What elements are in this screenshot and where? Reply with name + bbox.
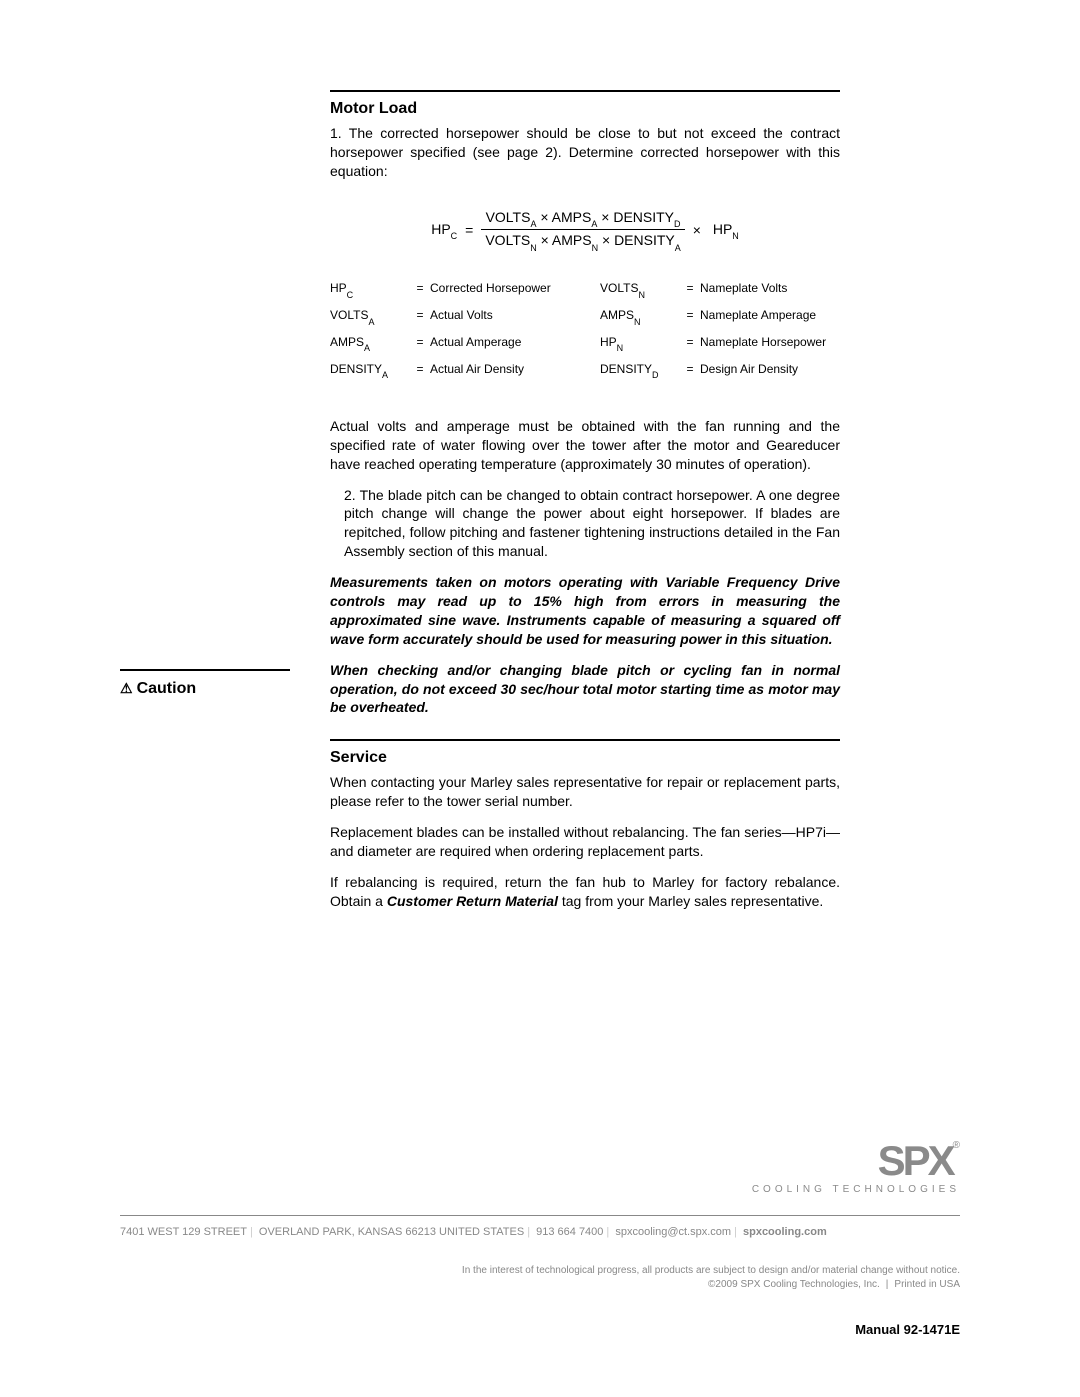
definition-row: VOLTSN=Nameplate Volts bbox=[600, 279, 840, 300]
definition-row: DENSITYD=Design Air Density bbox=[600, 360, 840, 381]
spx-logo: SPX® COOLING TECHNOLOGIES bbox=[752, 1140, 960, 1195]
service-para3: If rebalancing is required, return the f… bbox=[330, 873, 840, 911]
motor-load-para1: 1. The corrected horsepower should be cl… bbox=[330, 124, 840, 181]
definition-row: VOLTSA=Actual Volts bbox=[330, 306, 570, 327]
page-footer: SPX® COOLING TECHNOLOGIES 7401 WEST 129 … bbox=[120, 1140, 960, 1337]
definition-row: DENSITYA=Actual Air Density bbox=[330, 360, 570, 381]
manual-id: Manual 92-1471E bbox=[120, 1322, 960, 1337]
caution-text-2: When checking and/or changing blade pitc… bbox=[330, 661, 840, 718]
footer-address: 7401 WEST 129 STREET| OVERLAND PARK, KAN… bbox=[120, 1226, 960, 1238]
hp-equation: HPC = VOLTSA × AMPSA × DENSITYD VOLTSN ×… bbox=[330, 209, 840, 252]
footer-disclaimer: In the interest of technological progres… bbox=[120, 1264, 960, 1292]
service-para1: When contacting your Marley sales repres… bbox=[330, 773, 840, 811]
service-title: Service bbox=[330, 749, 840, 767]
motor-load-para3: 2. The blade pitch can be changed to obt… bbox=[330, 486, 840, 562]
footer-rule bbox=[120, 1215, 960, 1216]
variable-definitions: HPC=Corrected Horsepower VOLTSA=Actual Vo… bbox=[330, 279, 840, 387]
caution-text-1: Measurements taken on motors operating w… bbox=[330, 573, 840, 649]
definition-row: HPN=Nameplate Horsepower bbox=[600, 333, 840, 354]
definition-row: HPC=Corrected Horsepower bbox=[330, 279, 570, 300]
caution-rule bbox=[120, 669, 290, 671]
section-rule bbox=[330, 90, 840, 92]
motor-load-title: Motor Load bbox=[330, 100, 840, 118]
motor-load-para2: Actual volts and amperage must be obtain… bbox=[330, 417, 840, 474]
logo-tagline: COOLING TECHNOLOGIES bbox=[752, 1184, 960, 1195]
caution-label: ⚠Caution bbox=[120, 680, 290, 698]
service-rule bbox=[330, 739, 840, 741]
definition-row: AMPSN=Nameplate Amperage bbox=[600, 306, 840, 327]
definition-row: AMPSA=Actual Amperage bbox=[330, 333, 570, 354]
service-para2: Replacement blades can be installed with… bbox=[330, 823, 840, 861]
warning-icon: ⚠ bbox=[120, 680, 133, 697]
